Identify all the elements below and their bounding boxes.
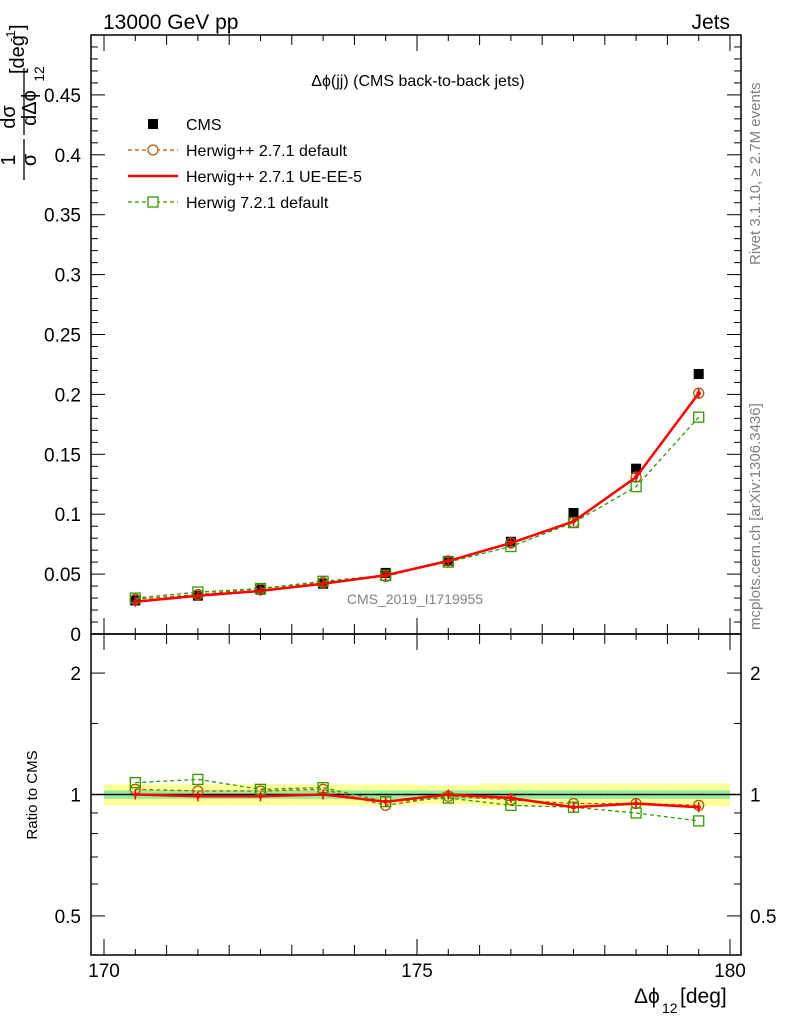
xlabel-main: Δϕ (634, 985, 660, 1008)
ratio-y-tick-label-right: 2 (750, 664, 761, 685)
xlabel-unit: [deg] (680, 985, 727, 1008)
legend-entry-label: Herwig 7.2.1 default (186, 195, 329, 212)
ratio-y-axis: 0.5 0.5 1 1 2 2 (55, 664, 777, 928)
ratio-herwigpp-default-line (135, 788, 699, 806)
ylabel-unit-close: ] (7, 24, 29, 30)
y-tick-label: 0.1 (55, 505, 81, 526)
main-herwig7-line (135, 416, 700, 599)
legend-entry-label: Herwig++ 2.7.1 UE-EE-5 (186, 169, 362, 186)
y-tick-label: 0.45 (44, 86, 81, 107)
ratio-panel: 0.5 0.51 12 2 170 175 180 Ratio to CMS Δϕ 12 … (24, 633, 777, 1016)
ratio-herwig7-line (135, 778, 699, 822)
y-tick-label: 0.15 (44, 445, 81, 466)
ratio-herwig7-marker (192, 773, 204, 786)
ylabel-deriv-den-sub: 12 (31, 66, 47, 82)
y-tick-label: 0 (70, 625, 81, 646)
ratio-y-tick-label-right: 1 (750, 786, 761, 807)
y-tick-label: 0.25 (44, 326, 81, 347)
rivet-version-label: Rivet 3.1.10, ≥ 2.7M events (747, 83, 764, 266)
ylabel-unit: [deg (7, 35, 29, 74)
main-y-axis: 0 0.05 0.1 0.15 0.2 0.25 0.3 0.35 0.4 0.45 (44, 46, 741, 646)
legend-cms-marker (148, 119, 158, 129)
main-cms-point (693, 369, 704, 380)
ylabel-frac-den: σ (19, 153, 41, 166)
y-tick-label: 0.2 (55, 385, 81, 406)
main-y-axis-label: 1 σ dσ dΔϕ 12 [deg -1 ] (0, 24, 47, 180)
ylabel-deriv-num: dσ (0, 105, 20, 129)
ratio-ueee5-line (135, 793, 699, 809)
ratio-herwig7-marker (129, 776, 141, 789)
main-cms-point (568, 508, 579, 519)
ratio-y-tick-label: 0.5 (55, 907, 81, 928)
main-cms-point (631, 463, 642, 474)
ratio-y-tick-label: 2 (70, 664, 81, 685)
y-tick-label: 0.35 (44, 206, 81, 227)
x-tick-label: 180 (714, 961, 746, 982)
ratio-y-axis-label: Ratio to CMS (24, 750, 41, 839)
main-panel: 0 0.05 0.1 0.15 0.2 0.25 0.3 0.35 0.4 0.45 Δϕ(jj)… (0, 24, 742, 646)
analysis-tag: CMS_2019_I1719955 (347, 591, 483, 607)
chart-title: Δϕ(jj) (CMS back-to-back jets) (311, 73, 524, 90)
header-process-label: Jets (691, 11, 730, 34)
main-x-axis (103, 35, 731, 634)
ratio-herwig7-marker (693, 815, 705, 827)
ratio-y-tick-label-right: 0.5 (750, 907, 776, 928)
y-tick-label: 0.05 (44, 565, 81, 586)
legend-square-marker (147, 196, 159, 208)
ratio-series-layer (129, 773, 705, 827)
main-series-layer (129, 369, 705, 607)
mcplots-label: mcplots.cern.ch [arXiv:1306.3436] (747, 403, 764, 630)
ylabel-unit-sup: -1 (3, 30, 18, 42)
x-tick-label: 175 (401, 961, 433, 982)
x-axis-label: Δϕ 12 [deg] (634, 985, 727, 1016)
legend-entry-label: CMS (186, 117, 222, 134)
main-herwig7-marker (693, 411, 705, 423)
legend-entry-label: Herwig++ 2.7.1 default (186, 143, 348, 160)
ratio-x-axis: 170 175 180 (88, 634, 746, 982)
y-tick-label: 0.3 (55, 266, 81, 287)
legend: CMS Herwig++ 2.7.1 default Herwig++ 2.7.1 … (128, 117, 362, 212)
x-tick-label: 170 (88, 961, 120, 982)
y-tick-label: 0.4 (55, 146, 82, 167)
ylabel-deriv-den: dΔϕ (19, 90, 41, 126)
xlabel-sub: 12 (662, 1000, 678, 1016)
ratio-y-tick-label: 1 (70, 786, 81, 807)
legend-circle-marker (147, 144, 159, 156)
header-beam-label: 13000 GeV pp (103, 11, 238, 34)
main-ueee5-line (135, 392, 700, 603)
ylabel-frac-num: 1 (0, 154, 20, 165)
